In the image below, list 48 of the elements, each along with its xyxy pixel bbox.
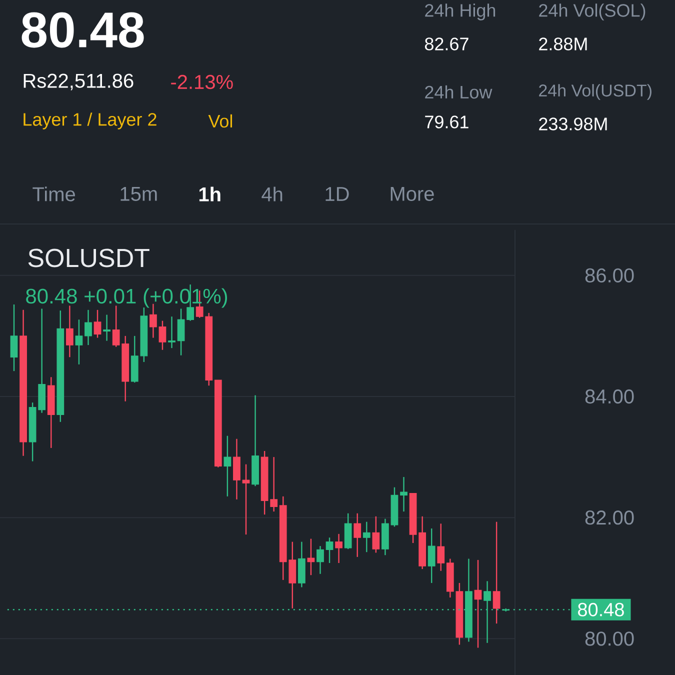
candlestick <box>10 304 18 372</box>
candlestick <box>316 545 324 574</box>
candlestick <box>168 316 176 349</box>
candlestick <box>362 521 370 553</box>
text: Rs22,511.86 <box>24 74 134 90</box>
candlestick <box>372 516 380 554</box>
text: 79.61 <box>425 116 468 128</box>
candlestick <box>84 309 92 346</box>
text: Layer 1 / Layer 2 <box>24 112 156 130</box>
candlestick <box>224 435 232 497</box>
text: 4h <box>262 186 282 202</box>
candlestick <box>335 533 342 564</box>
text: 1h <box>199 186 220 202</box>
candlestick <box>400 476 408 512</box>
text: 1D <box>326 187 349 201</box>
y-tick-label: 86.00 <box>585 268 634 282</box>
candlestick <box>75 319 83 366</box>
y-tick-label: 84.00 <box>585 389 634 404</box>
candlestick <box>428 528 436 584</box>
text: 24h High <box>425 4 496 20</box>
text: 24h Vol(USDT) <box>539 84 652 100</box>
candlestick <box>354 512 362 558</box>
text: 24h Vol(SOL) <box>539 4 646 20</box>
y-tick-label: 80.00 <box>585 632 634 646</box>
text: 82.67 <box>424 38 468 50</box>
text: Time <box>32 186 76 202</box>
candlestick <box>474 559 482 648</box>
candlestick <box>492 521 500 624</box>
candlestick <box>66 305 74 358</box>
candlestick <box>437 523 445 572</box>
text: SOLUSDT <box>28 248 150 268</box>
y-tick-label: 82.00 <box>585 510 634 525</box>
candlestick <box>94 309 102 338</box>
candlestick <box>103 314 110 342</box>
text: -2.13% <box>171 74 233 90</box>
candlestick <box>233 438 240 500</box>
text: More <box>390 187 434 201</box>
text: 80.48 <box>22 12 144 48</box>
text: 24h Low <box>425 85 492 99</box>
text: 233.98M <box>539 118 607 130</box>
text: Vol <box>208 114 232 128</box>
candlestick <box>158 320 166 350</box>
text: 2.88M <box>539 38 587 50</box>
candlestick <box>177 308 185 356</box>
ref-line-label: 80.48 <box>578 602 624 616</box>
candlestick <box>242 464 250 536</box>
text: 15m <box>120 187 157 201</box>
candlestick <box>326 536 334 564</box>
